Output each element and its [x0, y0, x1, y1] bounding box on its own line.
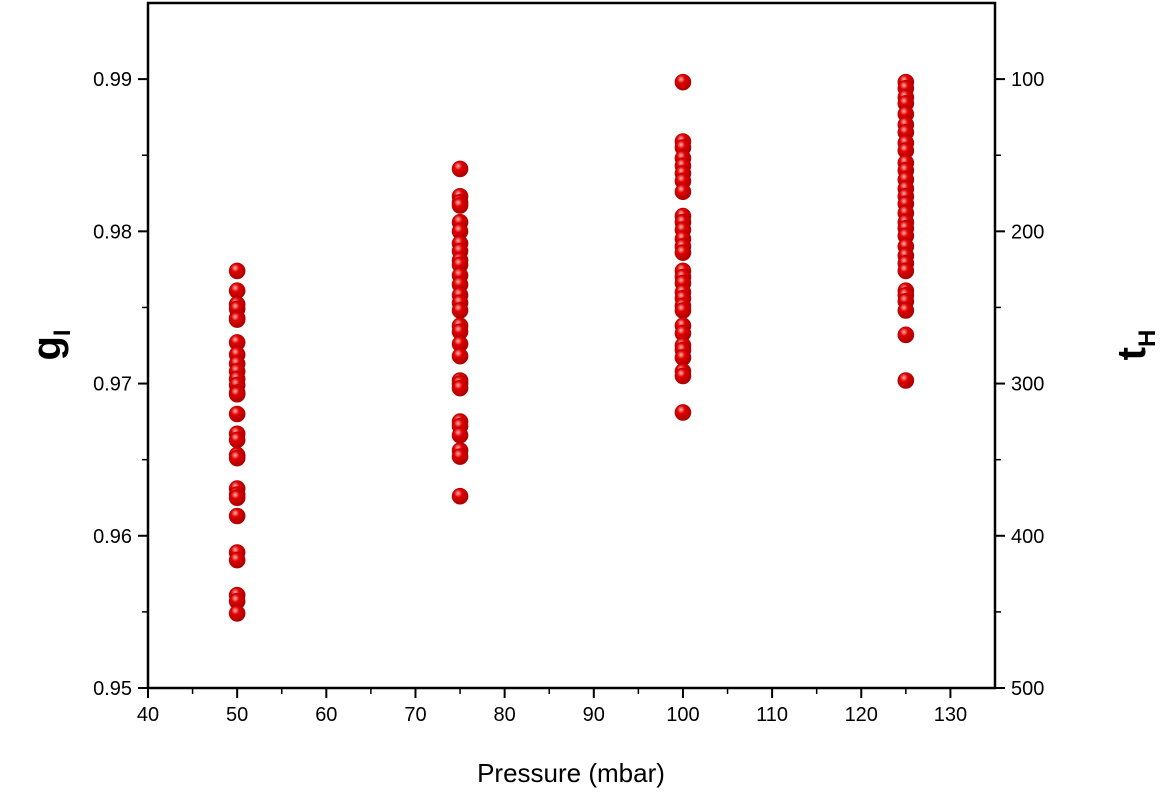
- data-point: [674, 183, 692, 201]
- data-point: [451, 302, 469, 319]
- x-tick-label: 110: [756, 704, 788, 726]
- data-point: [228, 489, 246, 507]
- y-right-tick-label: 100: [1011, 69, 1044, 91]
- x-tick-label: 60: [315, 704, 337, 726]
- y-left-tick-label: 0.96: [93, 526, 132, 548]
- y-right-tick-label: 500: [1011, 678, 1044, 700]
- data-point: [897, 326, 915, 344]
- data-point: [228, 405, 246, 423]
- y-right-tick-label: 400: [1011, 526, 1044, 548]
- data-point: [897, 262, 915, 280]
- data-point: [228, 311, 246, 328]
- y-right-axis-ticks: 500 400 300 200 100: [995, 69, 1044, 700]
- data-point: [451, 197, 469, 214]
- data-point: [451, 487, 469, 505]
- data-point: [228, 449, 246, 467]
- data-point: [451, 448, 469, 465]
- data-points: [228, 73, 915, 622]
- y-left-title-main: g: [25, 336, 69, 360]
- svg-text:gI: gI: [25, 329, 76, 360]
- x-tick-label: 40: [137, 704, 159, 726]
- x-tick-label: 130: [934, 704, 967, 726]
- data-point: [674, 367, 692, 385]
- data-point: [228, 431, 246, 449]
- data-point: [228, 507, 246, 525]
- data-point: [228, 262, 246, 280]
- data-point: [451, 427, 469, 444]
- y-left-tick-label: 0.97: [93, 374, 132, 396]
- y-right-tick-label: 200: [1011, 221, 1044, 243]
- y-right-title-sub: H: [1134, 330, 1161, 347]
- data-point: [451, 347, 469, 365]
- x-tick-label: 90: [583, 704, 605, 726]
- x-axis-ticks: 40 50 60 70 80 90 100 110 120 130: [137, 688, 967, 726]
- y-left-axis-ticks: 0.95 0.96 0.97 0.98 0.99: [93, 69, 148, 700]
- x-tick-label: 80: [494, 704, 516, 726]
- data-point: [228, 605, 246, 622]
- data-point: [674, 404, 692, 421]
- x-tick-label: 70: [404, 704, 426, 726]
- data-point: [897, 302, 915, 319]
- data-point: [451, 160, 469, 178]
- y-left-tick-label: 0.98: [93, 221, 132, 243]
- data-point: [674, 73, 692, 91]
- y-left-title-sub: I: [49, 329, 76, 336]
- x-tick-label: 100: [666, 704, 699, 726]
- data-point: [674, 244, 692, 261]
- data-point: [228, 551, 246, 569]
- data-point: [674, 302, 692, 319]
- y-left-tick-label: 0.95: [93, 678, 132, 700]
- y-right-axis-title: tH: [1110, 330, 1161, 361]
- data-point: [228, 385, 246, 403]
- data-point: [451, 379, 469, 397]
- data-point: [897, 372, 915, 389]
- svg-text:tH: tH: [1110, 330, 1161, 361]
- y-left-tick-label: 0.99: [93, 69, 132, 91]
- y-right-tick-label: 300: [1011, 374, 1044, 396]
- plot-frame: [146, 1, 997, 690]
- x-tick-label: 120: [845, 704, 878, 726]
- y-right-title-main: t: [1110, 347, 1154, 360]
- x-axis-title: Pressure (mbar): [477, 758, 665, 788]
- y-left-axis-title: gI: [25, 329, 76, 360]
- x-tick-label: 50: [226, 704, 248, 726]
